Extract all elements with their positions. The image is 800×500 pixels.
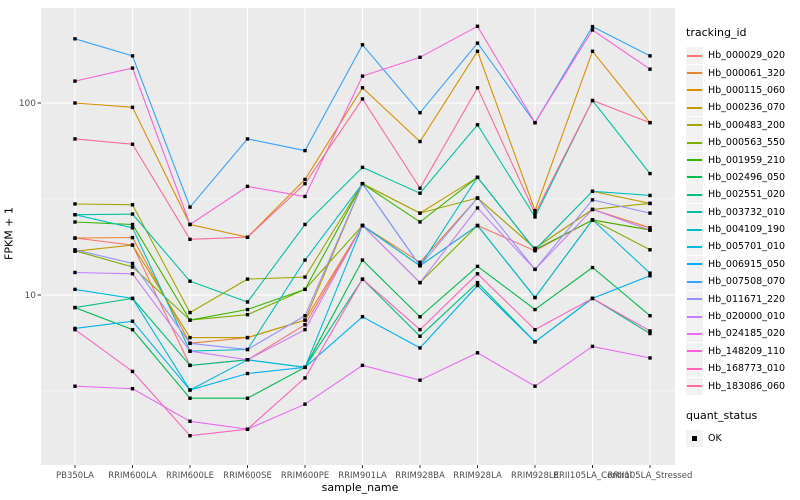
- legend-item-label: Hb_000029_020: [708, 50, 786, 62]
- y-tick-label: 100: [19, 99, 36, 109]
- legend-item-label: Hb_006915_050: [708, 258, 786, 270]
- legend-item-label: Hb_011671_220: [708, 293, 786, 305]
- legend-key-line-icon: [686, 99, 703, 117]
- legend-key-line-icon: [686, 273, 703, 291]
- legend-item-label: Hb_007508_070: [708, 276, 786, 288]
- legend-key-line-icon: [686, 116, 703, 134]
- legend-key-line-icon: [686, 186, 703, 204]
- legend-key-line-icon: [686, 221, 703, 239]
- legend-item-Hb_020000_010: Hb_020000_010: [686, 308, 798, 326]
- legend-item-label: Hb_005701_010: [708, 241, 786, 253]
- legend-item-Hb_000061_320: Hb_000061_320: [686, 64, 798, 82]
- x-tick-label: RRIM928LE: [511, 471, 559, 481]
- x-axis-title: sample_name: [321, 481, 399, 494]
- x-tick-label: RRIM600SE: [223, 471, 272, 481]
- legend-key-line-icon: [686, 325, 703, 343]
- quant-status-item: OK: [686, 430, 798, 447]
- legend-key-line-icon: [686, 134, 703, 152]
- legend-item-Hb_006915_050: Hb_006915_050: [686, 255, 798, 273]
- legend-item-label: Hb_000061_320: [708, 67, 786, 79]
- legend-item-label: Hb_002496_050: [708, 171, 786, 183]
- legend-item-label: Hb_020000_010: [708, 311, 786, 323]
- legend-item-label: Hb_000483_200: [708, 119, 786, 131]
- legend-key-line-icon: [686, 81, 703, 99]
- legend-item-Hb_003732_010: Hb_003732_010: [686, 203, 798, 221]
- y-tick-label: 10: [25, 291, 37, 301]
- legend-key-line-icon: [686, 47, 703, 65]
- legend-key-line-icon: [686, 151, 703, 169]
- legend-item-Hb_005701_010: Hb_005701_010: [686, 238, 798, 256]
- x-tick-label: RRIM600LA: [108, 471, 157, 481]
- legend-item-Hb_148209_110: Hb_148209_110: [686, 342, 798, 360]
- legend-key-line-icon: [686, 308, 703, 326]
- x-tick-label: RRIM901LA: [338, 471, 387, 481]
- legend-key-line-icon: [686, 377, 703, 395]
- legend-item-label: Hb_168773_010: [708, 363, 786, 375]
- square-marker-icon: [686, 430, 703, 447]
- legend-item-label: Hb_148209_110: [708, 345, 786, 357]
- legend-item-label: Hb_024185_020: [708, 328, 786, 340]
- x-tick-label: RRIM600PE: [281, 471, 329, 481]
- legend-key-line-icon: [686, 290, 703, 308]
- legend-key-line-icon: [686, 342, 703, 360]
- y-axis-title: FPKM + 1: [2, 207, 16, 260]
- legend: tracking_id Hb_000029_020 Hb_000061_320 Hb…: [686, 26, 798, 447]
- legend-item-label: Hb_002551_020: [708, 189, 786, 201]
- legend-items: Hb_000029_020 Hb_000061_320 Hb_000115_060 H…: [686, 47, 798, 395]
- x-tick-label: RRIM928LA: [453, 471, 502, 481]
- x-tick-label: RRII105LA_Stressed: [608, 471, 693, 481]
- legend-item-Hb_004109_190: Hb_004109_190: [686, 221, 798, 239]
- legend-key-line-icon: [686, 360, 703, 378]
- legend-item-label: Hb_001959_210: [708, 154, 786, 166]
- legend-item-Hb_000563_550: Hb_000563_550: [686, 134, 798, 152]
- legend-key-line-icon: [686, 238, 703, 256]
- quant-status-label: OK: [708, 433, 722, 444]
- legend-key-line-icon: [686, 64, 703, 82]
- legend-item-Hb_000029_020: Hb_000029_020: [686, 47, 798, 65]
- legend-item-label: Hb_004109_190: [708, 224, 786, 236]
- legend-key-line-icon: [686, 203, 703, 221]
- data-points: [73, 24, 652, 438]
- legend-item-label: Hb_183086_060: [708, 380, 786, 392]
- legend-title: tracking_id: [686, 26, 747, 39]
- axis-tick-labels: PB350LA RRIM600LA RRIM600LE RRIM600SE RRIM60…: [19, 99, 693, 481]
- legend-item-label: Hb_000115_060: [708, 84, 786, 96]
- x-tick-label: RRII105LA_Control: [553, 471, 632, 481]
- legend-item-Hb_000115_060: Hb_000115_060: [686, 81, 798, 99]
- legend-key-line-icon: [686, 255, 703, 273]
- quant-status-title: quant_status: [686, 408, 758, 422]
- legend-key-line-icon: [686, 168, 703, 186]
- legend-item-label: Hb_000236_070: [708, 102, 786, 114]
- legend-item-Hb_000483_200: Hb_000483_200: [686, 116, 798, 134]
- legend-item-Hb_024185_020: Hb_024185_020: [686, 325, 798, 343]
- legend-item-Hb_000236_070: Hb_000236_070: [686, 99, 798, 117]
- x-tick-label: RRIM928BA: [395, 471, 445, 481]
- legend-item-Hb_007508_070: Hb_007508_070: [686, 273, 798, 291]
- gridlines: [41, 8, 675, 465]
- legend-item-label: Hb_003732_010: [708, 206, 786, 218]
- legend-item-Hb_002496_050: Hb_002496_050: [686, 168, 798, 186]
- legend-item-Hb_002551_020: Hb_002551_020: [686, 186, 798, 204]
- legend-item-Hb_001959_210: Hb_001959_210: [686, 151, 798, 169]
- legend-item-Hb_168773_010: Hb_168773_010: [686, 360, 798, 378]
- legend-item-Hb_011671_220: Hb_011671_220: [686, 290, 798, 308]
- legend-item-label: Hb_000563_550: [708, 137, 786, 149]
- x-tick-label: PB350LA: [56, 471, 94, 481]
- axis-ticks: [37, 102, 651, 468]
- legend-item-Hb_183086_060: Hb_183086_060: [686, 377, 798, 395]
- x-tick-label: RRIM600LE: [166, 471, 214, 481]
